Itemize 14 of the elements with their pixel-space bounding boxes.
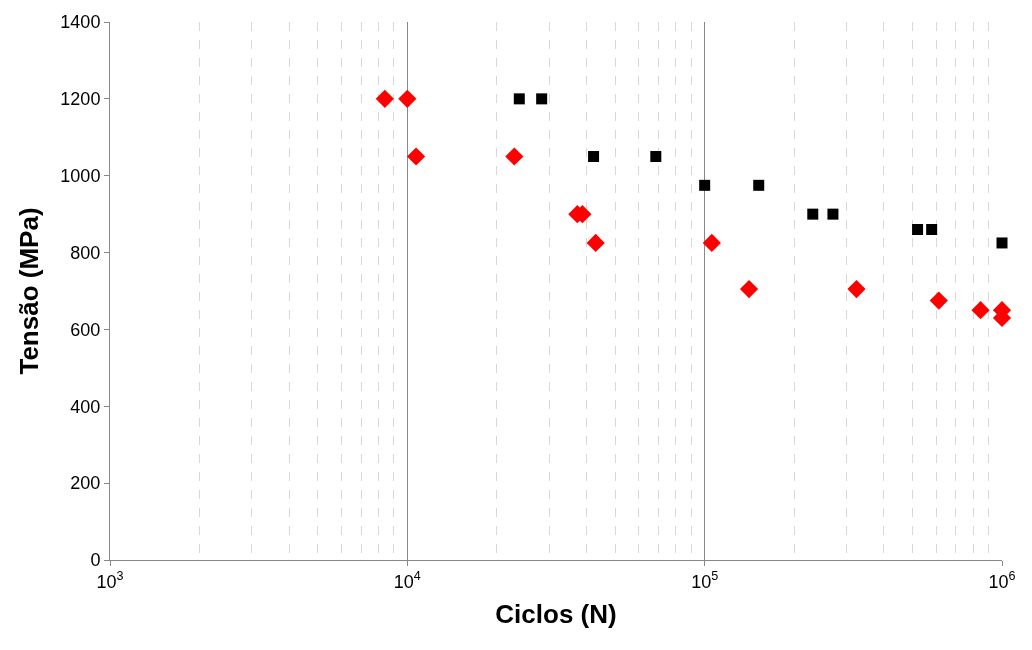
y-tick-label: 1400: [60, 12, 101, 33]
y-tick-label: 1200: [60, 89, 101, 110]
x-tick-label: 10$^{3}$: [96, 569, 124, 592]
y-tick-label: 800: [70, 242, 101, 263]
y-tick-label: 400: [70, 396, 101, 417]
x-axis-title: Ciclos (N): [495, 599, 617, 630]
x-tick-label: 10$^{4}$: [393, 569, 421, 592]
y-tick-label: 600: [70, 319, 101, 340]
y-tick-label: 1000: [60, 166, 101, 187]
y-axis-title: Tensão (MPa): [13, 207, 44, 375]
x-tick-label: 10$^{5}$: [691, 569, 719, 592]
y-tick-label: 200: [70, 473, 101, 494]
y-tick-label: 0: [90, 550, 101, 571]
x-tick-label: 10$^{6}$: [988, 569, 1016, 592]
